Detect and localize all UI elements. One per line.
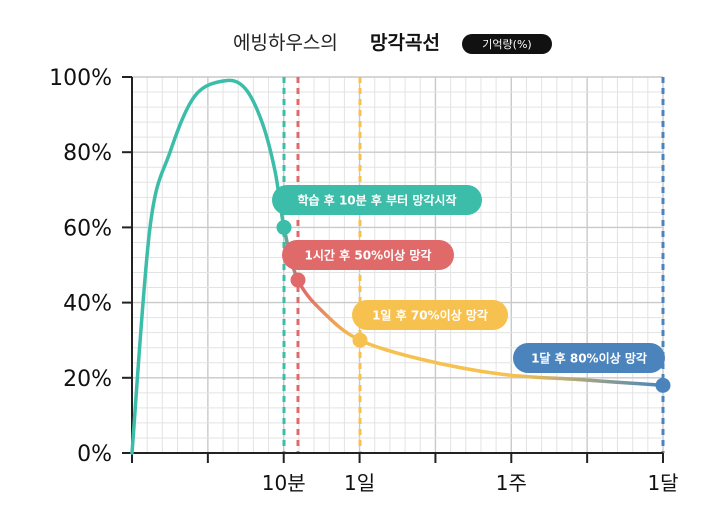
annotation-text: 1달 후 80%이상 망각 <box>531 351 647 366</box>
title-badge-text: 기억량(%) <box>482 38 531 51</box>
y-tick-label: 100% <box>49 66 112 91</box>
chart-title: 에빙하우스의 망각곡선 기억량(%) <box>233 32 552 54</box>
x-tick-label: 1달 <box>647 471 678 495</box>
curve-marker-dot <box>352 332 368 348</box>
title-bold-text: 망각곡선 <box>370 32 440 54</box>
y-tick-label: 40% <box>63 292 112 317</box>
curve-marker-dot <box>655 377 671 393</box>
annotation-pill <box>272 185 482 215</box>
y-tick-label: 60% <box>63 216 112 241</box>
annotation-pill <box>352 300 508 330</box>
annotation-text: 1일 후 70%이상 망각 <box>372 308 488 323</box>
forgetting-curve-line <box>130 78 665 455</box>
annotation-text: 1시간 후 50%이상 망각 <box>305 248 432 263</box>
y-tick-label: 80% <box>63 141 112 166</box>
annotation-pill <box>513 343 665 373</box>
curve-markers <box>276 219 671 393</box>
title-light-text: 에빙하우스의 <box>233 32 338 54</box>
annotation-pill <box>282 240 454 270</box>
x-tick-label: 1일 <box>344 471 375 495</box>
y-tick-label: 0% <box>77 442 112 467</box>
annotations: 학습 후 10분 후 부터 망각시작 1시간 후 50%이상 망각 1일 후 70%… <box>272 185 665 373</box>
axes <box>131 77 663 454</box>
title-badge <box>462 34 552 54</box>
curve-marker-dot <box>276 219 292 235</box>
annotation-text: 학습 후 10분 후 부터 망각시작 <box>297 193 456 208</box>
y-tick-label: 20% <box>63 367 112 392</box>
x-tick-label: 1주 <box>496 471 527 495</box>
curve-marker-dot <box>290 272 306 288</box>
y-tick-labels: 0% 20% 40% 60% 80% 100% <box>49 66 112 467</box>
x-tick-labels: 10분 1일 1주 1달 <box>262 471 679 495</box>
x-tick-label: 10분 <box>262 471 306 495</box>
